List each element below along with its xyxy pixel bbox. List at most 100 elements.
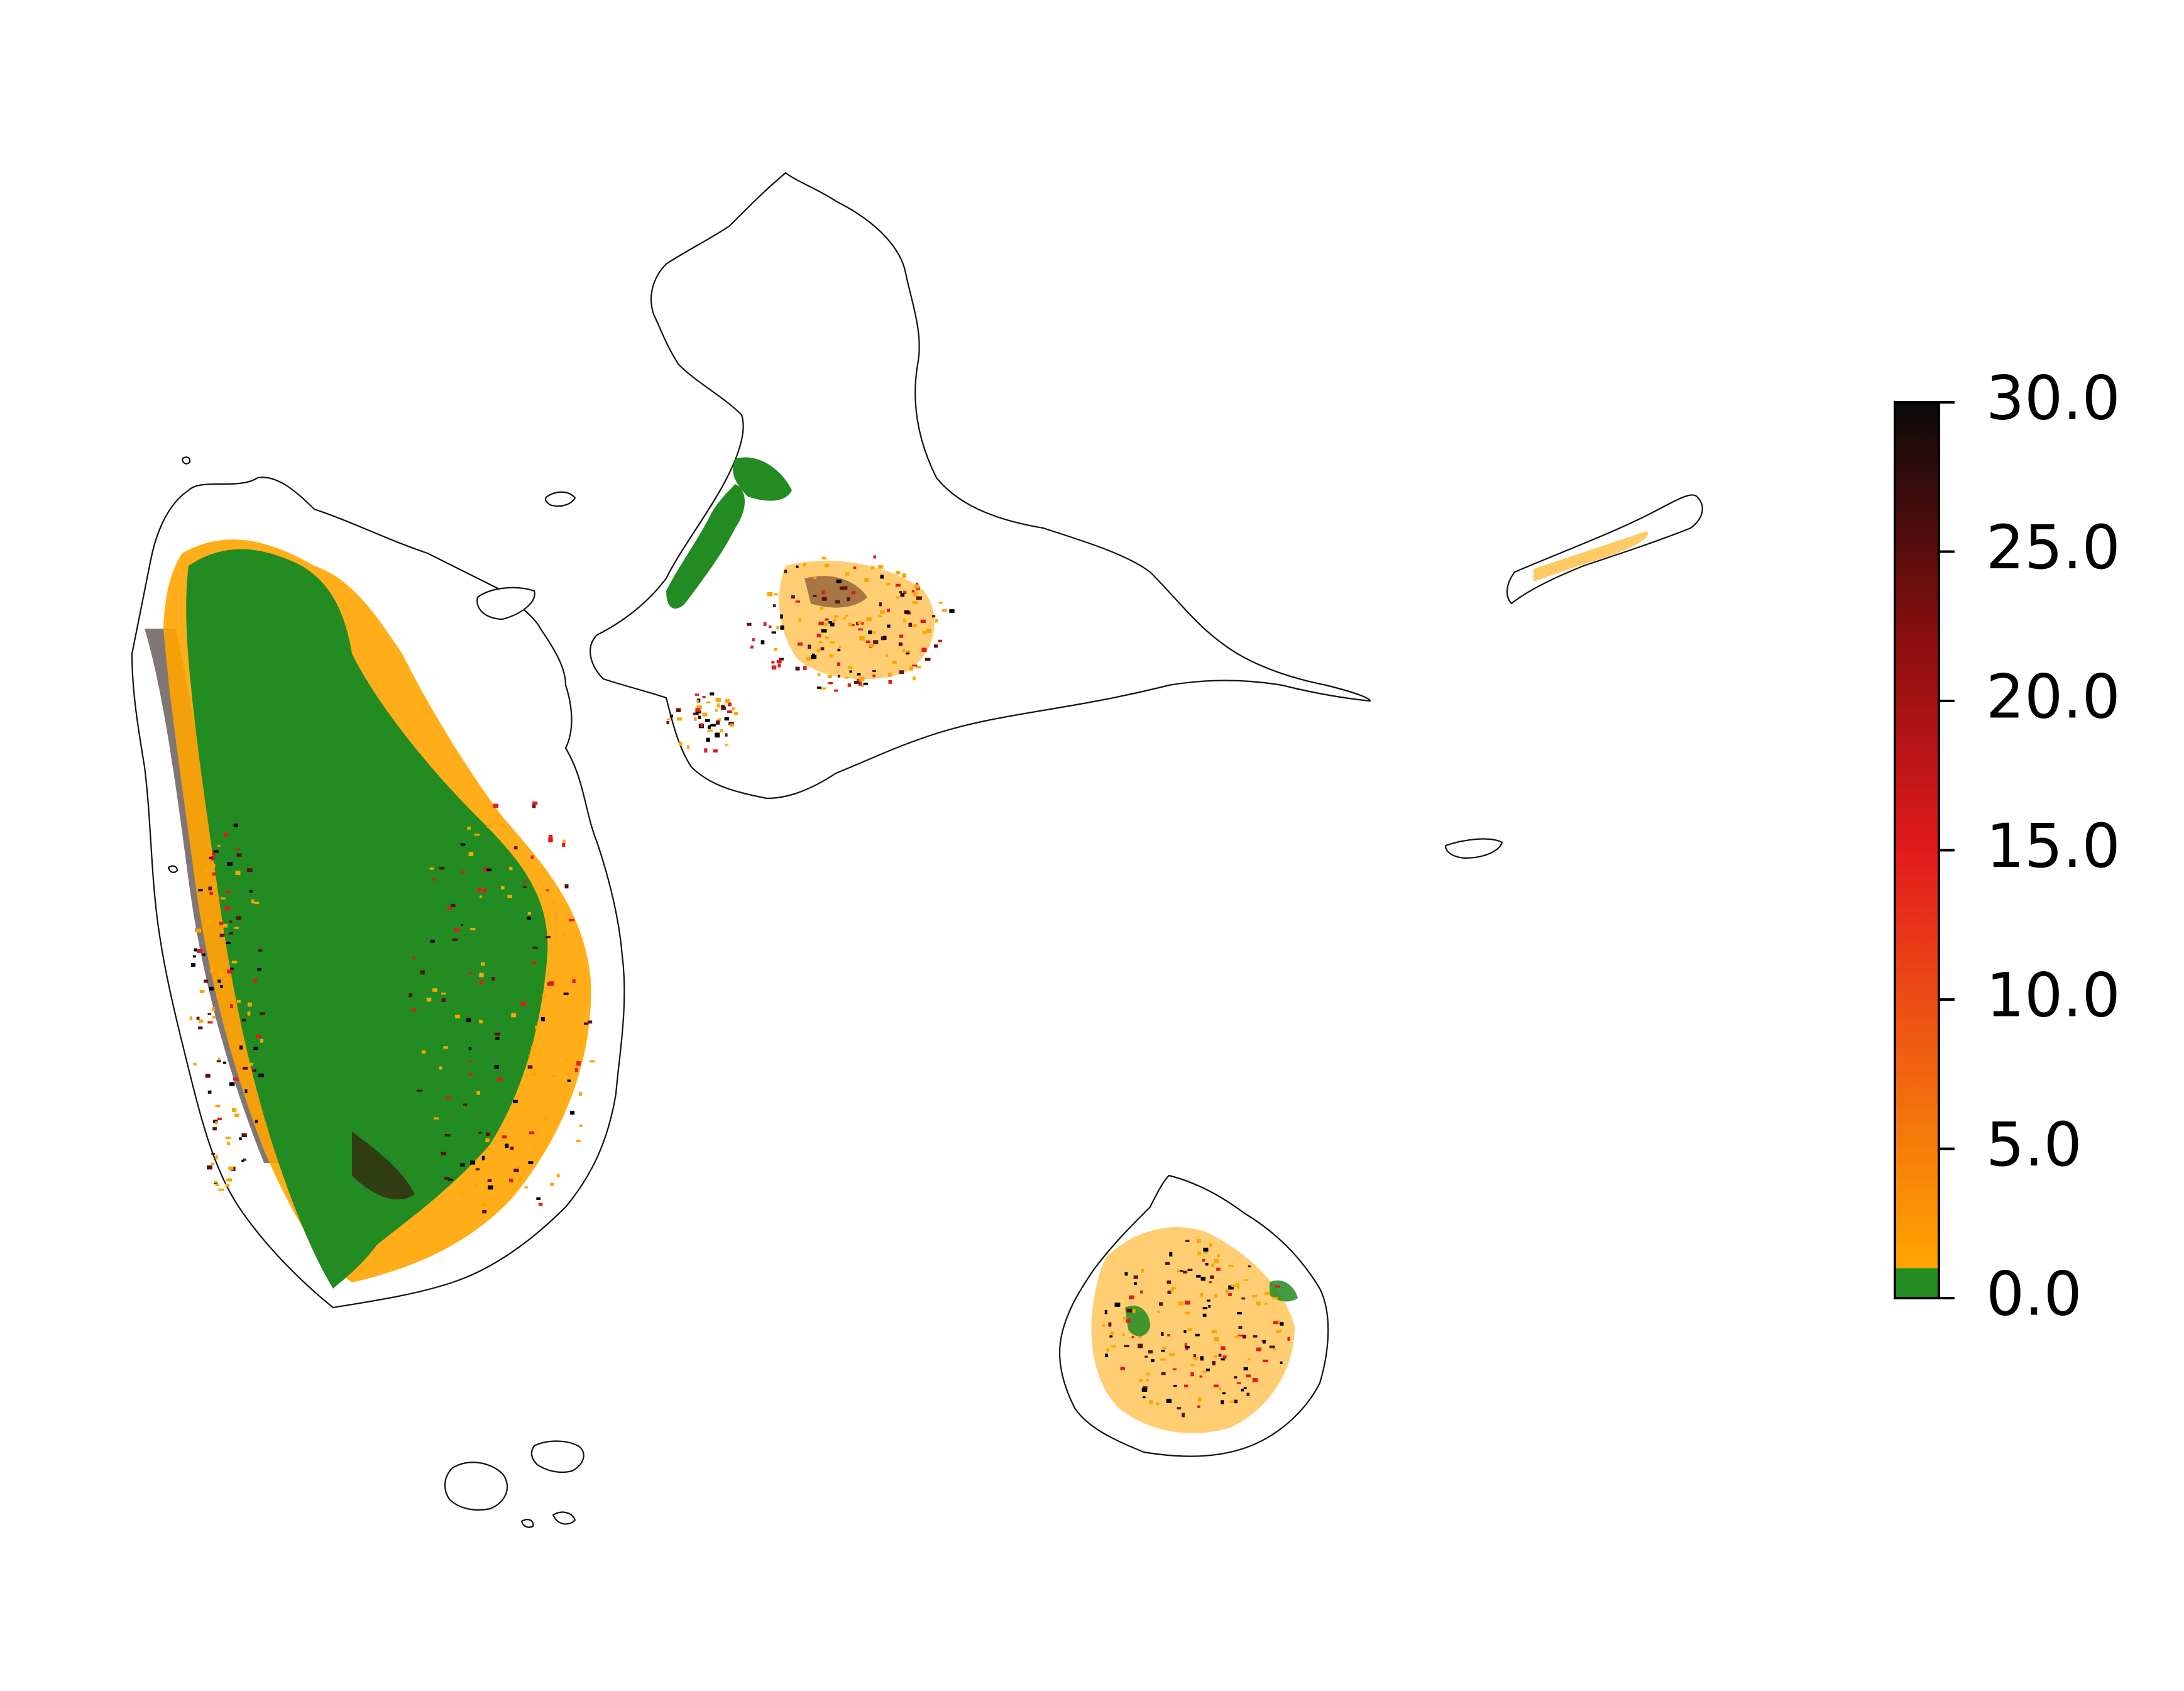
raster-speck xyxy=(931,615,936,618)
raster-speck xyxy=(849,670,852,673)
raster-speck xyxy=(715,697,722,702)
gt-dark-central xyxy=(804,576,867,608)
raster-speck xyxy=(912,664,918,667)
raster-speck xyxy=(493,821,498,823)
raster-speck xyxy=(881,636,884,641)
raster-speck xyxy=(485,1138,490,1142)
raster-speck xyxy=(1177,1407,1182,1410)
raster-speck xyxy=(223,978,228,981)
colorbar-tick-label: 25.0 xyxy=(1986,512,2121,583)
raster-speck xyxy=(716,703,720,708)
islet-ilet-a-kahouanne xyxy=(544,491,576,507)
raster-speck xyxy=(217,1057,221,1060)
raster-speck xyxy=(474,834,480,836)
raster-speck xyxy=(236,848,240,851)
raster-speck xyxy=(229,920,233,923)
raster-speck xyxy=(584,1022,588,1025)
raster-speck xyxy=(829,654,834,658)
raster-speck xyxy=(1219,1387,1222,1391)
raster-speck xyxy=(212,851,216,856)
raster-speck xyxy=(856,622,859,625)
raster-speck xyxy=(1256,1347,1261,1352)
raster-speck xyxy=(230,967,234,970)
raster-speck xyxy=(220,897,226,900)
raster-speck xyxy=(679,741,683,746)
raster-speck xyxy=(257,968,261,971)
raster-speck xyxy=(1212,1361,1215,1365)
raster-speck xyxy=(1263,1340,1266,1344)
raster-speck xyxy=(527,917,531,920)
raster-speck xyxy=(467,826,471,830)
raster-speck xyxy=(550,1182,554,1186)
raster-speck xyxy=(848,666,853,669)
raster-speck xyxy=(840,587,846,590)
raster-speck xyxy=(913,592,918,597)
raster-speck xyxy=(529,1054,533,1058)
raster-speck xyxy=(1228,1285,1234,1290)
raster-speck xyxy=(567,1079,571,1082)
raster-speck xyxy=(1146,1379,1149,1382)
raster-speck xyxy=(1141,1269,1144,1273)
raster-speck xyxy=(1197,1239,1201,1243)
raster-speck xyxy=(847,683,851,687)
raster-speck xyxy=(1177,1269,1182,1273)
raster-speck xyxy=(1169,1353,1175,1357)
raster-speck xyxy=(1129,1295,1134,1300)
raster-speck xyxy=(209,856,213,859)
raster-speck xyxy=(1178,1301,1184,1306)
raster-speck xyxy=(190,962,195,967)
raster-speck xyxy=(562,839,566,844)
raster-speck xyxy=(1166,1281,1172,1284)
raster-speck xyxy=(1234,1376,1237,1379)
raster-speck xyxy=(803,666,807,670)
raster-speck xyxy=(1193,1354,1197,1358)
raster-speck xyxy=(463,1103,468,1106)
raster-speck xyxy=(902,649,906,653)
raster-speck xyxy=(215,1104,221,1108)
raster-speck xyxy=(214,1181,217,1184)
raster-speck xyxy=(1185,1347,1188,1351)
mg-orange xyxy=(1091,1227,1295,1433)
raster-speck xyxy=(434,1117,439,1120)
raster-speck xyxy=(205,1074,211,1078)
raster-speck xyxy=(562,931,566,936)
raster-speck xyxy=(1200,1356,1204,1361)
colorbar-tick-labels: 0.0 5.0 10.0 15.0 20.0 25.0 30.0 xyxy=(1986,363,2121,1329)
raster-speck xyxy=(441,1152,446,1155)
raster-speck xyxy=(1140,1290,1143,1294)
raster-speck xyxy=(725,744,728,746)
raster-speck xyxy=(535,1025,540,1030)
raster-speck xyxy=(225,1183,230,1187)
raster-speck xyxy=(1196,1274,1201,1278)
raster-speck xyxy=(491,977,495,981)
raster-speck xyxy=(1108,1322,1112,1327)
raster-speck xyxy=(443,1046,449,1049)
raster-speck xyxy=(921,647,927,653)
raster-speck xyxy=(818,673,821,676)
raster-speck xyxy=(911,590,915,593)
raster-speck xyxy=(914,584,919,589)
raster-speck xyxy=(564,884,569,889)
raster-speck xyxy=(1195,1333,1200,1336)
raster-speck xyxy=(212,887,216,890)
raster-speck xyxy=(1110,1331,1114,1335)
islet-south-1 xyxy=(552,1511,576,1525)
islet-west-coast xyxy=(167,865,178,873)
raster-speck xyxy=(217,1117,222,1121)
raster-speck xyxy=(1167,1334,1171,1336)
raster-speck xyxy=(825,618,829,621)
raster-speck xyxy=(720,729,723,733)
raster-speck xyxy=(1231,1284,1237,1287)
raster-speck xyxy=(532,803,536,808)
raster-speck xyxy=(872,631,876,634)
raster-speck xyxy=(715,732,720,737)
raster-speck xyxy=(501,886,505,890)
raster-speck xyxy=(1214,1355,1217,1358)
desirade-orange xyxy=(1534,531,1648,581)
raster-speck xyxy=(784,570,787,573)
raster-speck xyxy=(667,718,671,721)
raster-speck xyxy=(821,590,825,595)
raster-speck xyxy=(880,575,884,579)
raster-speck xyxy=(725,698,730,703)
raster-speck xyxy=(469,1060,473,1062)
